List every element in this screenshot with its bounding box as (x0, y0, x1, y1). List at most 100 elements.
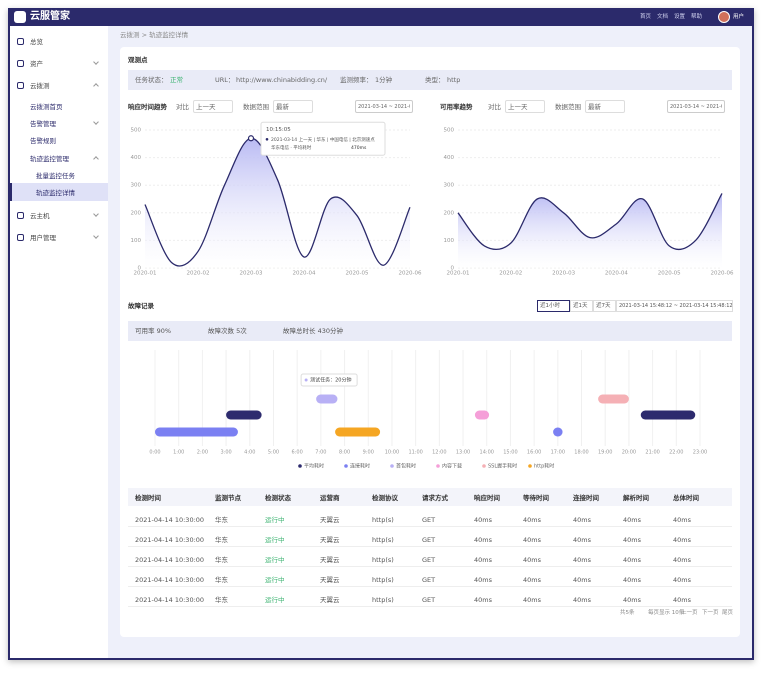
y-tick-label: 300 (444, 183, 455, 189)
range-button[interactable] (593, 300, 616, 312)
pagination-item[interactable]: 尾页 (722, 610, 734, 616)
table-cell: 40ms (474, 576, 492, 584)
x-tick-label: 2020-02 (499, 271, 522, 277)
x-tick-label: 2:00 (197, 450, 208, 456)
table-header: 解析时间 (623, 494, 649, 502)
menu-item[interactable]: 轨迹监控详情 (36, 189, 75, 197)
nav-link[interactable]: 首页 (640, 14, 652, 20)
legend-label: 连接耗时 (350, 463, 370, 470)
y-tick-label: 500 (131, 128, 142, 134)
info-bar (128, 70, 732, 90)
table-cell: 天翼云 (320, 536, 340, 544)
x-tick-label: 18:00 (574, 450, 588, 456)
date-picker[interactable] (355, 100, 413, 113)
table-cell: GET (422, 536, 436, 544)
x-tick-label: 14:00 (480, 450, 494, 456)
y-tick-label: 200 (444, 210, 455, 216)
menu-item[interactable]: 用户管理 (30, 234, 56, 242)
pagination-item: 共5条 (620, 610, 635, 616)
table-cell: 40ms (474, 536, 492, 544)
info-value: http (447, 76, 461, 84)
table-header-row (128, 488, 732, 506)
range-button[interactable] (537, 300, 570, 312)
x-tick-label: 21:00 (645, 450, 659, 456)
info-label: 任务状态： (135, 76, 168, 84)
table-cell: 40ms (573, 516, 591, 524)
table-cell: 40ms (623, 596, 641, 604)
table-header: 响应时间 (474, 494, 500, 502)
legend-marker (298, 464, 302, 468)
table-cell: 40ms (673, 516, 691, 524)
fault-bar (640, 410, 696, 420)
tooltip-dot (304, 378, 308, 382)
table-cell: 40ms (673, 536, 691, 544)
menu-item[interactable]: 总览 (30, 38, 43, 46)
table-cell: 运行中 (265, 596, 285, 604)
info-value: 1分钟 (375, 76, 393, 84)
range-label: 近7天 (596, 303, 611, 309)
menu-item[interactable]: 批量监控任务 (36, 172, 75, 180)
chart-title: 故障记录 (128, 302, 154, 310)
y-tick-label: 200 (131, 210, 142, 216)
x-tick-label: 5:00 (268, 450, 279, 456)
table-cell: 运行中 (265, 516, 285, 524)
row-divider (128, 606, 732, 607)
date-picker[interactable] (667, 100, 725, 113)
legend-label: SSL握手耗时 (488, 463, 517, 470)
fault-bar (553, 427, 563, 437)
menu-item[interactable]: 云拨测 (30, 82, 50, 90)
select[interactable] (273, 100, 313, 113)
select[interactable] (585, 100, 625, 113)
table-cell: 天翼云 (320, 576, 340, 584)
control-label: 对比 (176, 103, 189, 111)
control-label: 数据范围 (555, 103, 581, 111)
table-header: 连接时间 (573, 494, 599, 502)
table-cell: http(s) (372, 576, 394, 584)
menu-selected (10, 183, 108, 201)
menu-item[interactable]: 云拨测首页 (30, 103, 63, 111)
table-cell: 2021-04-14 10:30:00 (135, 536, 205, 544)
menu-item[interactable]: 云主机 (30, 212, 50, 220)
tooltip-line: 2021-03-14 上一天 | 华东 | 中国电信 | 北京测速点 (271, 136, 375, 143)
select[interactable] (505, 100, 545, 113)
table-header: 检测状态 (265, 494, 291, 502)
table-cell: http(s) (372, 536, 394, 544)
table-cell: 40ms (623, 576, 641, 584)
nav-link[interactable]: 设置 (674, 14, 686, 20)
table-cell: 2021-04-14 10:30:00 (135, 576, 205, 584)
x-tick-label: 8:00 (339, 450, 350, 456)
range-button[interactable] (570, 300, 593, 312)
nav-link[interactable]: 帮助 (691, 14, 703, 20)
select[interactable] (193, 100, 233, 113)
pagination-item[interactable]: 上一页 (681, 610, 698, 616)
user-name[interactable]: 用户 (733, 14, 745, 20)
x-tick-label: 11:00 (408, 450, 422, 456)
row-divider (128, 546, 732, 547)
range-label: 近1天 (573, 303, 588, 309)
fault-bar (335, 427, 381, 437)
x-tick-label: 13:00 (456, 450, 470, 456)
table-cell: 40ms (474, 516, 492, 524)
menu-item[interactable]: 告警管理 (30, 120, 56, 128)
x-tick-label: 2020-01 (447, 271, 470, 277)
date-range[interactable] (616, 300, 733, 312)
select-value: 最新 (276, 103, 289, 111)
menu-item[interactable]: 轨迹监控管理 (30, 155, 69, 163)
menu-item[interactable]: 资产 (30, 60, 43, 68)
chart-title: 响应时间趋势 (128, 103, 167, 111)
range-label: 近1小时 (540, 303, 560, 309)
x-tick-label: 2020-04 (293, 271, 316, 277)
summary-item: 故障总时长 430分钟 (283, 327, 343, 335)
table-cell: 40ms (573, 536, 591, 544)
date-value: 2021-03-14 ~ 2021-03-15 (358, 104, 410, 110)
select-value: 上一天 (508, 103, 528, 111)
table-header: 检测协议 (372, 494, 398, 502)
nav-link[interactable]: 文档 (657, 14, 669, 20)
hover-point (247, 135, 255, 142)
y-tick-label: 400 (131, 155, 142, 161)
menu-item[interactable]: 告警规则 (30, 137, 56, 145)
y-tick-label: 0 (451, 266, 455, 272)
breadcrumb: 云拨测 > 轨迹监控详情 (120, 31, 189, 39)
table-cell: 天翼云 (320, 556, 340, 564)
pagination-item[interactable]: 下一页 (702, 610, 719, 616)
